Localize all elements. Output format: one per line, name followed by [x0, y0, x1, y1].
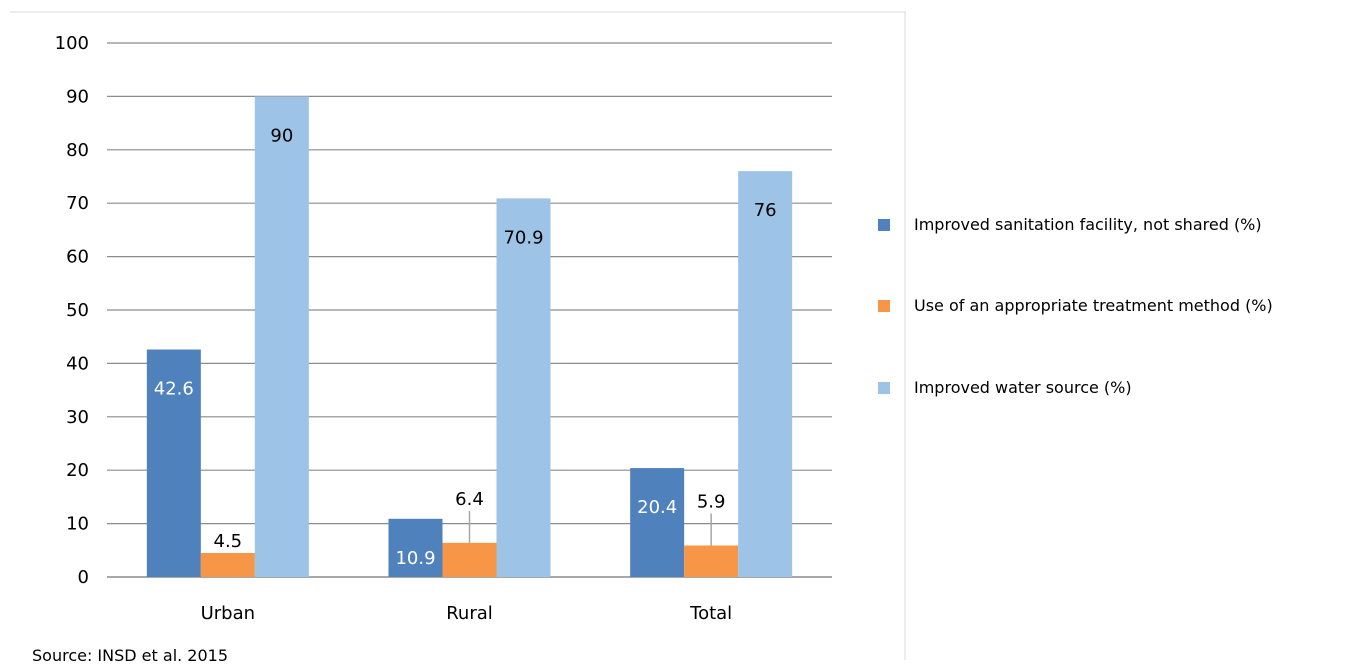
y-tick-label: 70	[66, 193, 89, 214]
data-label: 4.5	[214, 531, 243, 552]
y-tick-label: 90	[66, 86, 89, 107]
bar	[738, 171, 793, 577]
legend-label-sanitation: Improved sanitation facility, not shared…	[914, 215, 1262, 234]
y-axis-tick-labels: 0 10 20 30 40 50 60 70 80 90 100	[55, 33, 89, 588]
data-label: 70.9	[503, 227, 543, 248]
y-tick-label: 30	[66, 407, 89, 428]
y-tick-label: 80	[66, 140, 89, 161]
bar	[496, 198, 551, 578]
legend-item-sanitation: Improved sanitation facility, not shared…	[878, 215, 1262, 234]
y-tick-label: 10	[66, 514, 89, 535]
bar	[630, 468, 685, 577]
source-note: Source: INSD et al. 2015	[32, 646, 229, 665]
legend-label-treatment: Use of an appropriate treatment method (…	[914, 296, 1273, 315]
data-label: 20.4	[637, 497, 677, 518]
bars	[146, 96, 793, 578]
x-tick-label: Rural	[446, 603, 493, 624]
data-label: 42.6	[154, 379, 194, 400]
bar	[254, 96, 309, 578]
y-tick-label: 60	[66, 247, 89, 268]
bar	[200, 552, 255, 577]
data-label: 76	[754, 200, 777, 221]
bar	[442, 542, 497, 577]
bar	[684, 545, 739, 577]
y-tick-label: 100	[55, 33, 89, 54]
data-label: 90	[270, 125, 293, 146]
data-label: 6.4	[455, 489, 484, 510]
x-tick-label: Total	[689, 603, 732, 624]
legend-label-water: Improved water source (%)	[914, 378, 1132, 397]
y-tick-label: 20	[66, 460, 89, 481]
y-tick-label: 0	[78, 567, 89, 588]
x-axis-tick-labels: Urban Rural Total	[201, 603, 733, 624]
bar	[388, 518, 443, 577]
data-labels: 42.6 4.5 90 10.9 6.4 70.9 20.4 5.9 76	[154, 125, 777, 568]
data-label: 5.9	[697, 491, 726, 512]
y-tick-label: 50	[66, 300, 89, 321]
y-tick-label: 40	[66, 353, 89, 374]
data-label-leader-lines	[468, 510, 712, 546]
data-label: 10.9	[395, 548, 435, 569]
legend-swatch-treatment	[878, 299, 890, 312]
legend-item-water: Improved water source (%)	[878, 378, 1132, 397]
x-tick-label: Urban	[201, 603, 255, 624]
legend-item-treatment: Use of an appropriate treatment method (…	[878, 296, 1273, 315]
legend-swatch-sanitation	[878, 218, 890, 231]
bar	[146, 349, 201, 577]
legend-swatch-water	[878, 381, 890, 394]
